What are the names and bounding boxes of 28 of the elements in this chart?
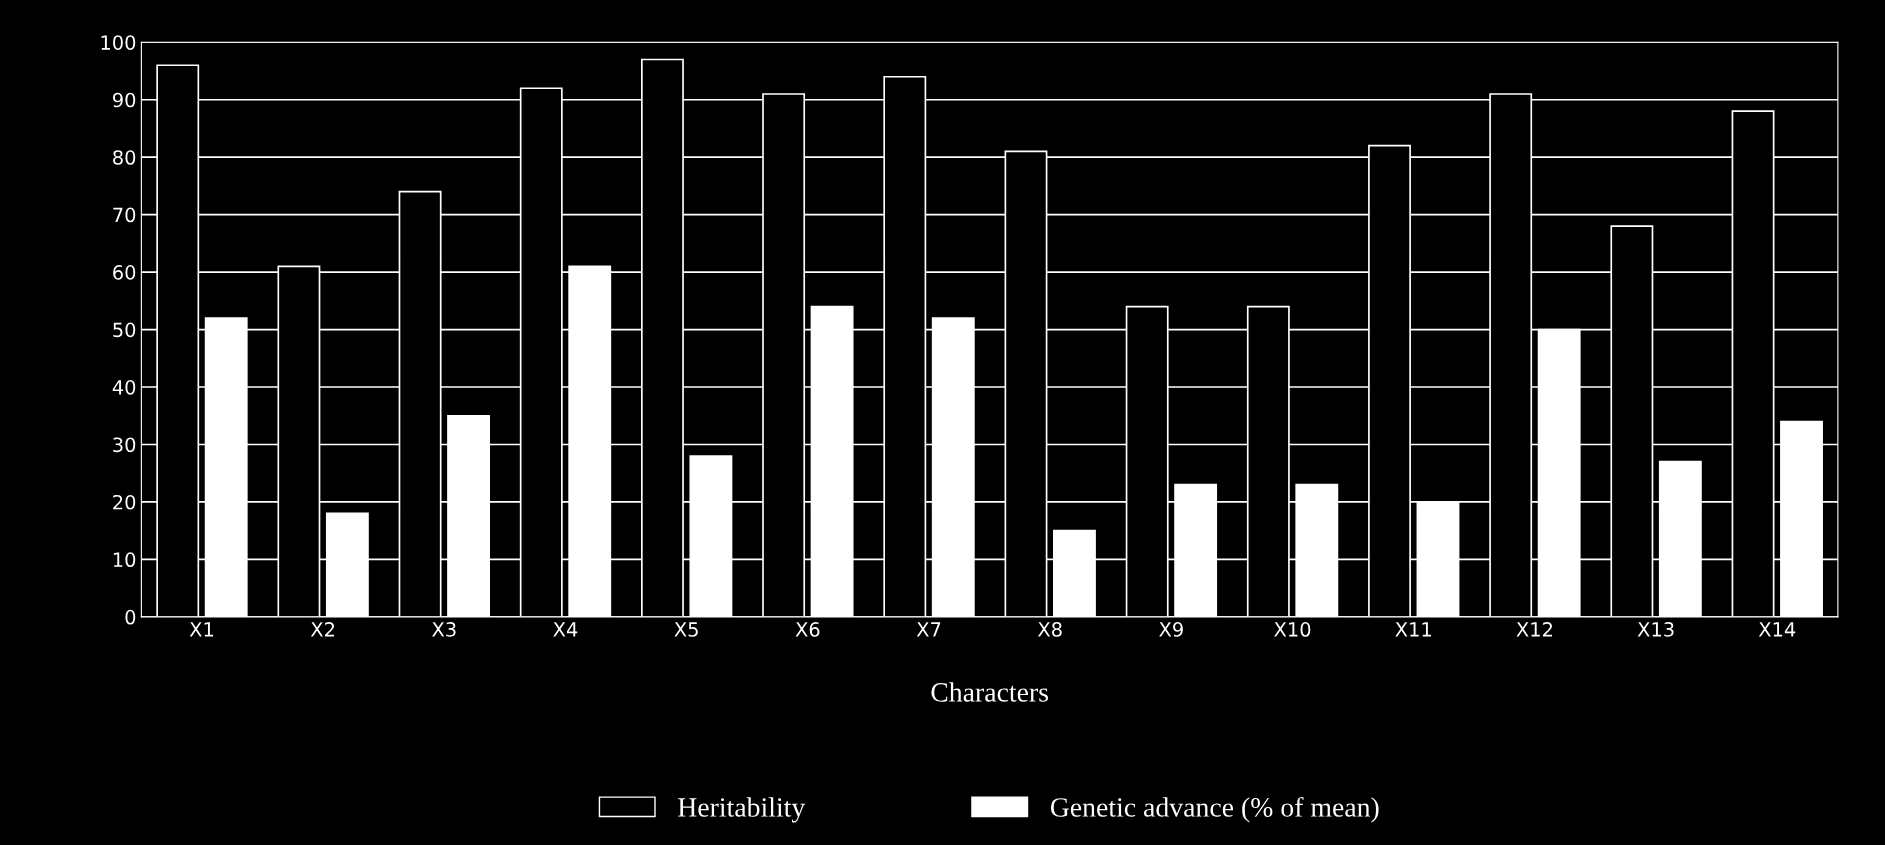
x-tick-label: X10 <box>1274 622 1311 637</box>
y-tick-label: 0 <box>125 609 136 625</box>
x-tick-label: X11 <box>1395 622 1431 637</box>
x-tick-label: X7 <box>916 622 941 637</box>
y-tick-label: 40 <box>112 379 136 395</box>
x-tick-label: X3 <box>432 622 456 637</box>
x-tick-label: X12 <box>1516 622 1553 637</box>
x-tick-label: X8 <box>1037 622 1062 637</box>
x-tick-label: X4 <box>553 622 578 637</box>
y-tick-label: 80 <box>113 150 136 165</box>
legend-label: Heritability <box>678 797 806 823</box>
y-tick-label: 60 <box>113 265 136 280</box>
x-tick-label: X9 <box>1159 622 1183 637</box>
y-tick-label: 100 <box>101 35 136 50</box>
y-tick-label: 20 <box>113 494 136 510</box>
x-tick-label: X6 <box>795 622 820 637</box>
x-tick-label: X5 <box>674 622 698 637</box>
y-tick-label: 30 <box>113 437 136 453</box>
y-tick-label: 70 <box>113 207 136 223</box>
x-tick-label: X1 <box>189 622 214 637</box>
y-tick-label: 90 <box>113 92 136 108</box>
y-tick-label: 10 <box>113 552 136 568</box>
x-axis-title: Characters <box>931 682 1048 702</box>
legend-label: Genetic advance (% of mean) <box>1050 796 1379 823</box>
x-tick-label: X13 <box>1637 622 1674 637</box>
x-tick-label: X14 <box>1758 622 1796 637</box>
y-tick-label: 50 <box>113 322 136 338</box>
x-tick-label: X2 <box>310 622 335 637</box>
